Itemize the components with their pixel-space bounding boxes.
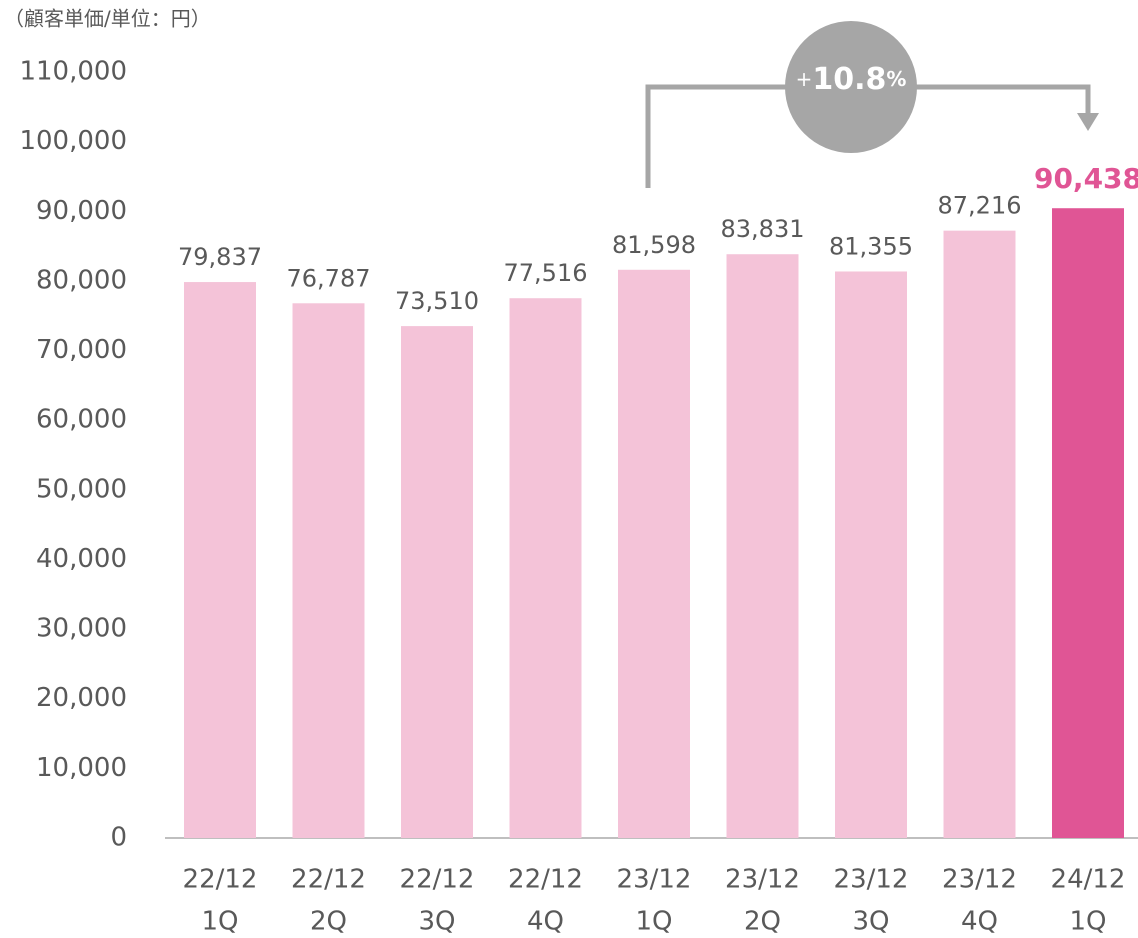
y-tick-label: 100,000 — [19, 126, 127, 156]
bar — [618, 269, 690, 838]
y-tick-label: 110,000 — [19, 57, 127, 87]
y-tick-label: 50,000 — [36, 474, 127, 504]
y-tick-label: 60,000 — [36, 405, 127, 435]
bar — [401, 326, 473, 838]
bar — [835, 271, 907, 838]
unit-label: （顧客単価/単位：円） — [4, 7, 211, 31]
x-tick-label: 23/12 — [725, 865, 800, 895]
value-label: 83,831 — [721, 215, 805, 243]
arrow-head — [1077, 113, 1099, 131]
y-tick-label: 30,000 — [36, 614, 127, 644]
value-label: 81,598 — [612, 231, 696, 259]
x-tick-label: 24/12 — [1051, 865, 1126, 895]
y-tick-label: 40,000 — [36, 544, 127, 574]
x-tick-label: 1Q — [635, 907, 672, 937]
x-tick-label: 1Q — [1069, 907, 1106, 937]
x-tick-label: 22/12 — [508, 865, 583, 895]
y-tick-label: 90,000 — [36, 196, 127, 226]
value-label: 90,438 — [1034, 162, 1138, 195]
x-tick-label: 22/12 — [183, 865, 258, 895]
y-tick-label: 10,000 — [36, 753, 127, 783]
y-tick-label: 80,000 — [36, 265, 127, 295]
value-label: 76,787 — [287, 264, 371, 292]
y-tick-label: 0 — [110, 823, 127, 853]
bar — [509, 298, 582, 838]
value-label: 79,837 — [178, 243, 262, 271]
value-label: 81,355 — [829, 232, 913, 260]
x-tick-label: 22/12 — [291, 865, 366, 895]
bar — [726, 254, 799, 839]
value-label: 77,516 — [504, 259, 588, 287]
value-label: 87,216 — [938, 192, 1022, 220]
bar — [1052, 208, 1124, 838]
x-tick-label: 23/12 — [617, 865, 692, 895]
x-tick-label: 2Q — [744, 907, 781, 937]
x-tick-label: 4Q — [527, 907, 564, 937]
bar — [943, 230, 1016, 838]
x-tick-label: 22/12 — [400, 865, 475, 895]
growth-label: +10.8% — [796, 62, 907, 97]
bar — [292, 303, 365, 838]
x-tick-label: 3Q — [852, 907, 889, 937]
y-tick-label: 20,000 — [36, 683, 127, 713]
value-label: 73,510 — [395, 287, 479, 315]
y-tick-label: 70,000 — [36, 335, 127, 365]
bar — [184, 282, 256, 838]
x-tick-label: 4Q — [961, 907, 998, 937]
x-tick-label: 3Q — [418, 907, 455, 937]
x-tick-label: 1Q — [201, 907, 238, 937]
x-tick-label: 23/12 — [834, 865, 909, 895]
x-tick-label: 23/12 — [942, 865, 1017, 895]
x-tick-label: 2Q — [310, 907, 347, 937]
growth-badge — [785, 21, 917, 153]
